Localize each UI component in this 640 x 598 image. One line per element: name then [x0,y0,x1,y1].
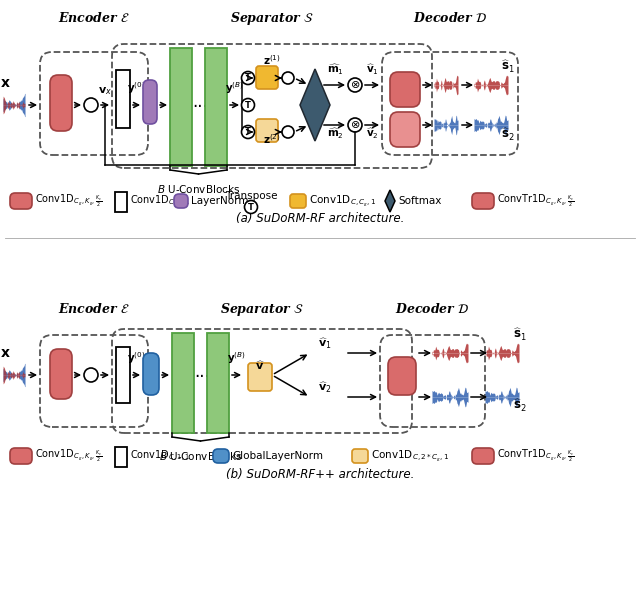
Circle shape [241,99,255,111]
Text: $\mathbf{z}^{(1)}$: $\mathbf{z}^{(1)}$ [263,53,281,67]
Text: Conv1D$_{C,1,1}$: Conv1D$_{C,1,1}$ [130,448,190,463]
Text: Softmax: Softmax [398,196,442,206]
FancyBboxPatch shape [50,349,72,399]
Text: T: T [248,203,254,212]
Bar [207,333,229,433]
FancyBboxPatch shape [390,72,420,107]
Text: $\widehat{\mathbf{m}}_2$: $\widehat{\mathbf{m}}_2$ [326,126,344,141]
Text: ConvTr1D$_{C_\varepsilon,K_\varepsilon,\frac{K_\varepsilon}{2}}$: ConvTr1D$_{C_\varepsilon,K_\varepsilon,\… [497,193,575,209]
Text: $\mathbf{y}^{(0)}$: $\mathbf{y}^{(0)}$ [127,350,145,366]
Bar [205,48,227,166]
Circle shape [348,78,362,92]
Text: $\widehat{\mathbf{s}}_2$: $\widehat{\mathbf{s}}_2$ [501,127,515,143]
Text: $\widehat{\mathbf{m}}_1$: $\widehat{\mathbf{m}}_1$ [326,62,344,77]
Circle shape [84,98,98,112]
Text: $\oslash$: $\oslash$ [85,99,97,111]
Text: ConvTr1D$_{C_\varepsilon,K_\varepsilon,\frac{K_\varepsilon}{2}}$: ConvTr1D$_{C_\varepsilon,K_\varepsilon,\… [497,448,575,464]
Text: Decoder $\mathcal{D}$: Decoder $\mathcal{D}$ [413,11,487,25]
Text: Separator $\mathcal{S}$: Separator $\mathcal{S}$ [230,10,314,27]
Text: $\mathbf{x}$: $\mathbf{x}$ [0,346,10,360]
Polygon shape [385,190,395,212]
Circle shape [244,200,257,213]
Circle shape [282,126,294,138]
Text: (a) SuDoRM-RF architecture.: (a) SuDoRM-RF architecture. [236,212,404,225]
FancyBboxPatch shape [472,448,494,464]
Circle shape [241,126,255,139]
Text: Conv1D$_{C_\varepsilon,K_\varepsilon,\frac{K_\varepsilon}{2}}$: Conv1D$_{C_\varepsilon,K_\varepsilon,\fr… [35,448,102,464]
Text: Encoder $\mathcal{E}$: Encoder $\mathcal{E}$ [58,302,130,316]
Text: Transpose: Transpose [225,191,277,201]
Text: $\otimes$: $\otimes$ [350,80,360,90]
FancyBboxPatch shape [472,193,494,209]
Circle shape [348,118,362,132]
Text: $\otimes$: $\otimes$ [350,120,360,130]
Bar [115,192,127,212]
Text: $\mathbf{y}^{(B)}$: $\mathbf{y}^{(B)}$ [225,80,243,96]
Text: $\mathbf{y}^{(B)}$: $\mathbf{y}^{(B)}$ [227,350,245,366]
Text: GlobalLayerNorm: GlobalLayerNorm [232,451,323,461]
Circle shape [84,368,98,382]
FancyBboxPatch shape [256,66,278,89]
FancyBboxPatch shape [143,353,159,395]
Text: LayerNorm: LayerNorm [191,196,248,206]
Bar [116,347,130,403]
Text: T: T [245,127,251,136]
Text: $\widehat{\mathbf{v}}_2$: $\widehat{\mathbf{v}}_2$ [365,126,378,141]
Text: Conv1D$_{C,C_\varepsilon,1}$: Conv1D$_{C,C_\varepsilon,1}$ [309,194,376,209]
Text: T: T [245,100,251,109]
Text: $\widehat{\mathbf{v}}_2$: $\widehat{\mathbf{v}}_2$ [318,380,332,395]
Text: Conv1D$_{C,2*C_\varepsilon,1}$: Conv1D$_{C,2*C_\varepsilon,1}$ [371,448,450,463]
Circle shape [241,72,255,84]
FancyBboxPatch shape [352,449,368,463]
Text: $\mathbf{y}^{(0)}$: $\mathbf{y}^{(0)}$ [127,80,145,96]
FancyBboxPatch shape [390,112,420,147]
Bar [170,48,192,166]
Bar [115,447,127,467]
Polygon shape [300,69,330,141]
Text: Decoder $\mathcal{D}$: Decoder $\mathcal{D}$ [395,302,469,316]
FancyBboxPatch shape [388,357,416,395]
Text: T: T [245,74,251,83]
Text: $\mathbf{z}^{(2)}$: $\mathbf{z}^{(2)}$ [263,132,281,146]
FancyBboxPatch shape [10,193,32,209]
Text: Separator $\mathcal{S}$: Separator $\mathcal{S}$ [220,301,304,318]
Text: Encoder $\mathcal{E}$: Encoder $\mathcal{E}$ [58,11,130,25]
FancyBboxPatch shape [256,119,278,142]
FancyBboxPatch shape [10,448,32,464]
Text: $\widehat{\mathbf{v}}_1$: $\widehat{\mathbf{v}}_1$ [365,62,378,77]
Text: ···: ··· [194,368,210,386]
Text: $B$ U-ConvBlocks: $B$ U-ConvBlocks [159,450,242,462]
Text: Conv1D$_{C_\varepsilon,K_\varepsilon,\frac{K_\varepsilon}{2}}$: Conv1D$_{C_\varepsilon,K_\varepsilon,\fr… [35,193,102,209]
Bar [172,333,194,433]
FancyBboxPatch shape [248,363,272,391]
Text: Conv1D$_{C,1,1}$: Conv1D$_{C,1,1}$ [130,193,190,209]
FancyBboxPatch shape [143,80,157,124]
FancyBboxPatch shape [50,75,72,131]
FancyBboxPatch shape [213,449,229,463]
Text: $\widehat{\mathbf{v}}_1$: $\widehat{\mathbf{v}}_1$ [318,336,332,351]
Text: $\widehat{\mathbf{s}}_2$: $\widehat{\mathbf{s}}_2$ [513,398,527,414]
Text: $\widehat{\mathbf{v}}$: $\widehat{\mathbf{v}}$ [255,359,265,372]
Text: $\widehat{\mathbf{s}}_1$: $\widehat{\mathbf{s}}_1$ [513,327,527,343]
Text: $B$ U-ConvBlocks: $B$ U-ConvBlocks [157,183,240,195]
FancyBboxPatch shape [174,194,188,208]
Circle shape [282,72,294,84]
Bar [116,70,130,128]
FancyBboxPatch shape [290,194,306,208]
Text: $\mathbf{x}$: $\mathbf{x}$ [0,76,10,90]
Text: (b) SuDoRM-RF++ architecture.: (b) SuDoRM-RF++ architecture. [226,468,414,481]
Text: $\oslash$: $\oslash$ [85,368,97,382]
Text: $\widehat{\mathbf{s}}_1$: $\widehat{\mathbf{s}}_1$ [501,59,515,75]
Text: ···: ··· [192,98,208,116]
Text: $\mathbf{v}_x$: $\mathbf{v}_x$ [98,85,112,97]
